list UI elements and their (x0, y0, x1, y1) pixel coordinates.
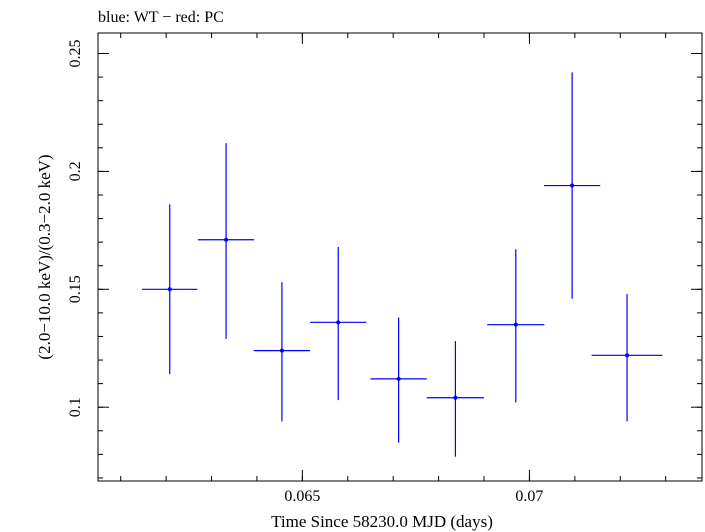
data-point (253, 282, 311, 422)
data-point (591, 294, 663, 422)
data-point-marker (336, 320, 341, 325)
y-axis-label: (2.0−10.0 keV)/(0.3−2.0 keV) (35, 154, 54, 359)
chart-title: blue: WT − red: PC (98, 9, 224, 26)
axis-ticks (98, 33, 702, 481)
data-point-marker (224, 237, 229, 242)
data-point-marker (396, 376, 401, 381)
data-series-wt (142, 72, 663, 457)
axis-tick-labels: 0.065 0.07 0.1 0.15 0.2 0.25 (67, 40, 543, 505)
x-axis-label: Time Since 58230.0 MJD (days) (271, 512, 493, 531)
y-tick-label: 0.15 (67, 275, 84, 303)
data-point-marker (570, 183, 575, 188)
data-point-marker (625, 353, 630, 358)
data-point (197, 143, 255, 339)
data-point-marker (279, 348, 284, 353)
y-tick-label: 0.2 (67, 161, 84, 181)
x-tick-label: 0.065 (284, 488, 320, 505)
data-point (487, 249, 545, 403)
data-point-marker (513, 322, 518, 327)
data-point (142, 204, 198, 375)
data-point (426, 341, 485, 457)
y-tick-label: 0.1 (67, 397, 84, 417)
data-point (543, 72, 601, 299)
data-point-marker (453, 395, 458, 400)
y-tick-label: 0.25 (67, 40, 84, 68)
x-tick-label: 0.07 (515, 488, 543, 505)
plot-frame (97, 32, 703, 482)
data-point (370, 317, 427, 443)
data-point (310, 246, 367, 401)
data-point-marker (167, 287, 172, 292)
